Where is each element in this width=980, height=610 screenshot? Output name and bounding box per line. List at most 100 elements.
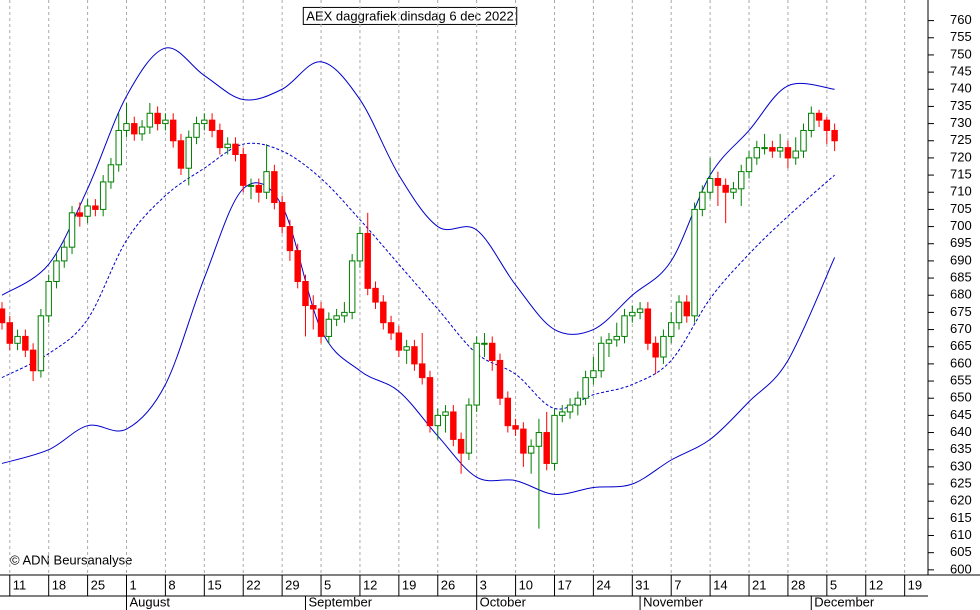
x-tick-label: 17: [557, 577, 571, 592]
candle-body: [123, 123, 130, 131]
candle-body: [341, 311, 348, 317]
candle-body: [115, 129, 122, 166]
candle-body: [310, 305, 317, 310]
month-label: October: [480, 594, 527, 609]
chart-title: AEX daggrafiek dinsdag 6 dec 2022: [306, 8, 513, 23]
y-tick-label: 605: [950, 544, 972, 559]
candle-body: [613, 335, 620, 341]
y-tick-label: 630: [950, 458, 972, 473]
x-tick-label: 19: [402, 577, 416, 592]
candle-body: [45, 280, 52, 317]
candle-body: [263, 171, 270, 193]
candle-body: [590, 370, 597, 379]
candle-body: [551, 414, 558, 464]
candle-body: [6, 322, 14, 344]
candle-body: [434, 414, 441, 427]
candle-body: [107, 164, 115, 183]
candle-body: [800, 129, 807, 152]
y-tick-label: 610: [950, 527, 972, 542]
candle-body: [68, 212, 76, 248]
x-tick-label: 24: [596, 577, 610, 592]
y-tick-label: 665: [950, 338, 972, 353]
x-tick-label: 1: [130, 577, 137, 592]
candle-body: [450, 411, 457, 440]
x-tick-label: 7: [674, 577, 681, 592]
y-tick-label: 745: [950, 64, 972, 79]
y-tick-label: 760: [950, 12, 972, 27]
candle-body: [660, 335, 667, 358]
y-tick-label: 625: [950, 475, 972, 490]
candle-body: [520, 428, 527, 454]
candle-body: [815, 112, 823, 121]
y-tick-label: 640: [950, 424, 972, 439]
candle-body: [84, 205, 91, 217]
candle-body: [240, 153, 247, 186]
candle-body: [745, 157, 753, 173]
candle-body: [380, 301, 387, 324]
x-tick-label: 10: [519, 577, 533, 592]
candle-body: [543, 432, 550, 464]
candle-body: [216, 129, 224, 149]
x-tick-label: 19: [908, 577, 922, 592]
y-tick-label: 670: [950, 321, 972, 336]
y-tick-label: 720: [950, 149, 972, 164]
candle-body: [138, 126, 146, 135]
candle-body: [761, 147, 768, 150]
candle-body: [403, 346, 410, 351]
candle-body: [76, 212, 84, 217]
x-tick-label: 21: [752, 577, 766, 592]
y-tick-label: 650: [950, 390, 972, 405]
candle-body: [621, 315, 628, 337]
y-tick-label: 755: [950, 29, 972, 44]
candle-body: [426, 377, 434, 427]
candle-body: [162, 119, 169, 125]
x-tick-label: 28: [791, 577, 805, 592]
candle-body: [364, 232, 371, 289]
candle-body: [769, 147, 776, 152]
candle-body: [574, 397, 582, 406]
candle-body: [247, 184, 255, 187]
x-tick-label: 15: [207, 577, 221, 592]
candle-body: [504, 397, 512, 427]
candle-body: [177, 140, 185, 169]
y-tick-label: 675: [950, 304, 972, 319]
y-tick-label: 620: [950, 493, 972, 508]
y-tick-label: 615: [950, 510, 972, 525]
candle-body: [823, 119, 831, 131]
candle-body: [706, 178, 714, 193]
y-tick-label: 705: [950, 201, 972, 216]
candle-body: [699, 191, 706, 210]
candle-body: [582, 377, 589, 399]
candle-body: [636, 308, 644, 313]
candle-body: [169, 119, 177, 142]
y-tick-label: 695: [950, 235, 972, 250]
candle-body: [0, 308, 6, 324]
candle-body: [722, 184, 729, 193]
y-tick-label: 600: [950, 561, 972, 576]
y-tick-label: 710: [950, 184, 972, 199]
candle-body: [278, 202, 286, 228]
candle-body: [730, 188, 737, 193]
candle-body: [387, 322, 395, 334]
y-tick-label: 690: [950, 252, 972, 267]
title-box: [302, 6, 518, 25]
candle-body: [512, 425, 519, 430]
y-tick-label: 700: [950, 218, 972, 233]
candle-body: [473, 342, 480, 406]
candle-body: [201, 119, 208, 125]
band-middle: [1, 142, 835, 410]
candle-body: [61, 246, 68, 262]
candle-body: [442, 411, 449, 416]
candle-body: [691, 208, 698, 317]
candle-body: [232, 143, 239, 155]
y-tick-label: 730: [950, 115, 972, 130]
candle-body: [356, 232, 364, 262]
candle-body: [652, 342, 659, 358]
candle-body: [489, 342, 496, 361]
candle-body: [808, 112, 815, 131]
y-tick-label: 740: [950, 81, 972, 96]
y-tick-label: 660: [950, 355, 972, 370]
candle-body: [146, 112, 154, 128]
y-tick-label: 680: [950, 287, 972, 302]
